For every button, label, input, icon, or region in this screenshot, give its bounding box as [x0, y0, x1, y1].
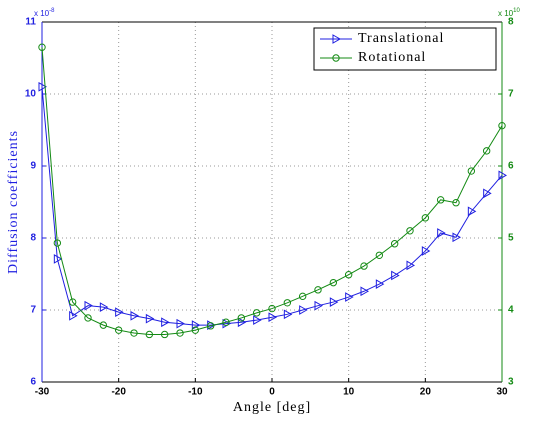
y-tick-label: 6 [30, 377, 36, 388]
marker [145, 313, 155, 324]
marker [176, 318, 186, 329]
marker [391, 270, 400, 281]
x-tick-label: -30 [35, 387, 50, 398]
marker [99, 321, 108, 329]
legend-box [313, 27, 497, 71]
marker [437, 228, 446, 238]
marker [467, 167, 476, 175]
axis-multiplier: x 1010 [498, 8, 520, 19]
marker [467, 206, 477, 217]
y2-tick-label: 5 [508, 233, 514, 244]
marker [329, 297, 339, 307]
series-line [41, 86, 503, 326]
marker [206, 322, 215, 330]
marker [344, 271, 353, 279]
marker [498, 170, 508, 181]
y2-tick-label: 8 [508, 17, 514, 28]
marker [360, 286, 370, 297]
y-tick-label: 11 [25, 17, 36, 28]
y-tick-label: 10 [25, 89, 37, 100]
marker [332, 34, 342, 44]
marker [482, 147, 491, 155]
marker [283, 299, 292, 307]
marker [53, 254, 63, 264]
marker [314, 286, 322, 294]
marker [145, 330, 154, 339]
marker [68, 298, 77, 306]
marker [38, 81, 48, 92]
multiplier-exponent: 10 [513, 8, 520, 14]
marker [298, 292, 307, 301]
marker [375, 279, 385, 289]
marker [99, 302, 109, 312]
marker [114, 326, 123, 334]
y2-tick-label: 6 [508, 161, 514, 172]
marker [253, 315, 262, 325]
marker [360, 262, 368, 270]
marker [176, 329, 184, 337]
marker [84, 314, 92, 322]
y-tick-label: 8 [30, 233, 36, 244]
y-tick-label: 7 [30, 305, 36, 316]
y2-tick-label: 7 [508, 89, 514, 100]
x-tick-label: 0 [269, 387, 275, 398]
marker [161, 317, 170, 328]
x-tick-label: -20 [111, 387, 126, 398]
marker [436, 196, 445, 204]
marker [53, 239, 62, 247]
marker [483, 188, 492, 199]
marker [406, 260, 416, 271]
x-tick-label: -10 [188, 387, 203, 398]
marker [268, 304, 276, 313]
marker [332, 54, 340, 62]
legend-label: Rotational [358, 50, 426, 65]
y2-tick-label: 4 [508, 305, 514, 316]
marker [421, 214, 430, 222]
marker [375, 251, 384, 259]
marker [237, 317, 247, 328]
y-tick-label: 9 [30, 161, 36, 172]
marker [84, 300, 94, 311]
marker [130, 329, 138, 337]
marker [252, 309, 261, 317]
marker [406, 227, 414, 235]
marker [452, 199, 460, 207]
multiplier-base: x 10 [34, 9, 50, 18]
marker [237, 314, 246, 322]
marker [452, 232, 462, 243]
y-axis-label: Diffusion coefficients [6, 130, 21, 274]
series-line [41, 47, 503, 335]
x-tick-label: 30 [496, 387, 508, 398]
marker [421, 246, 431, 256]
marker [299, 305, 308, 315]
x-tick-label: 20 [420, 387, 432, 398]
axis-multiplier: x 10-8 [34, 8, 55, 19]
y2-tick-label: 3 [508, 377, 514, 388]
marker [222, 318, 230, 326]
marker [130, 310, 140, 321]
legend-label: Translational [358, 31, 444, 46]
marker [191, 326, 200, 334]
x-axis-label: Angle [deg] [233, 400, 311, 415]
marker [69, 310, 78, 321]
x-tick-label: 10 [343, 387, 355, 398]
multiplier-exponent: -8 [49, 8, 55, 14]
marker [160, 330, 169, 339]
marker [390, 240, 399, 248]
marker [38, 43, 46, 51]
marker [345, 292, 354, 302]
marker [115, 307, 124, 318]
marker [498, 121, 506, 130]
multiplier-base: x 10 [498, 9, 514, 18]
marker [283, 309, 293, 320]
marker [329, 278, 338, 287]
marker [268, 312, 278, 323]
marker [314, 300, 324, 311]
